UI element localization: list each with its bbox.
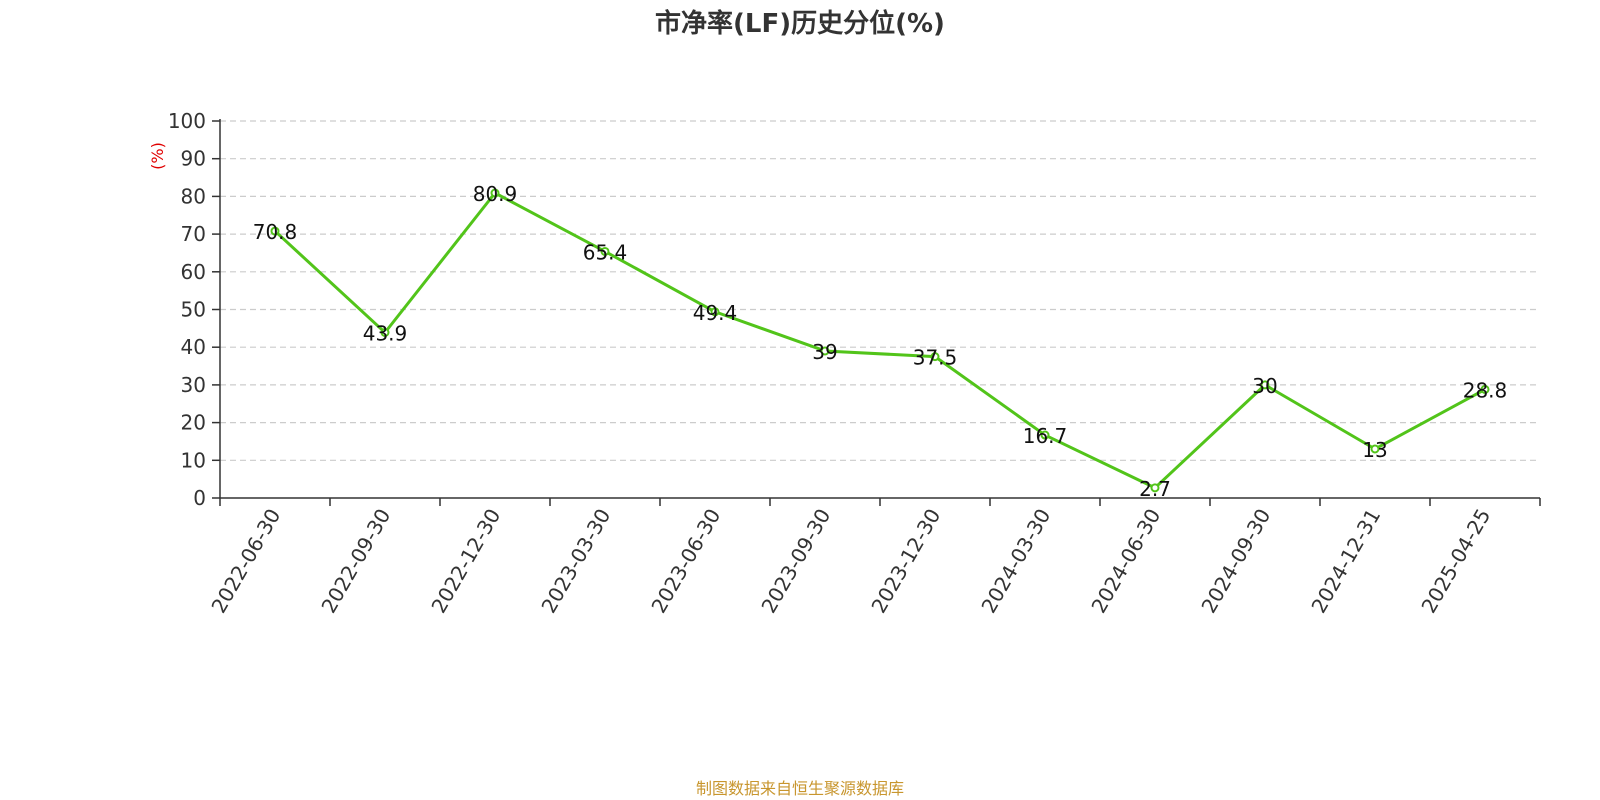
- data-label: 39: [812, 340, 837, 364]
- y-tick-label: 30: [181, 373, 206, 397]
- x-tick-labels: 2022-06-30 2022-09-30 2022-12-30 2023-03-30…: [206, 505, 1495, 618]
- data-point: [710, 307, 720, 317]
- x-tick-label: 2023-03-30: [536, 505, 615, 618]
- grid-lines: [220, 120, 1540, 461]
- y-tick-label: 80: [181, 184, 206, 208]
- chart-title: 市净率(LF)历史分位(%): [655, 8, 945, 39]
- x-tick-label: 2022-06-30: [206, 505, 285, 618]
- x-tick-label: 2023-09-30: [756, 505, 835, 618]
- data-label: 70.8: [253, 220, 298, 244]
- y-tick-label: 0: [193, 486, 206, 510]
- y-tick-label: 90: [181, 147, 206, 171]
- source-note: 制图数据来自恒生聚源数据库: [696, 779, 904, 798]
- axes: [212, 119, 1541, 506]
- y-tick-labels: 0 10 20 30 40 50 60 70 80 90 100: [168, 109, 206, 510]
- data-label: 80.9: [473, 182, 518, 206]
- x-tick-label: 2024-06-30: [1086, 505, 1165, 618]
- y-tick-label: 20: [181, 411, 206, 435]
- x-tick-label: 2022-12-30: [426, 505, 505, 618]
- data-point: [1480, 384, 1490, 394]
- x-tick-label: 2022-09-30: [316, 505, 395, 618]
- x-tick-label: 2024-03-30: [976, 505, 1055, 618]
- data-label: 2.7: [1139, 477, 1171, 501]
- data-point: [1370, 444, 1380, 454]
- x-tick-label: 2024-12-31: [1306, 505, 1385, 618]
- x-tick-label: 2024-09-30: [1196, 505, 1275, 618]
- series-line: [273, 191, 1486, 490]
- y-tick-label: 60: [181, 260, 206, 284]
- data-point: [820, 346, 830, 356]
- data-label: 43.9: [363, 321, 408, 345]
- data-point: [270, 226, 280, 236]
- x-tick-label: 2025-04-25: [1416, 505, 1495, 618]
- data-point: [1040, 430, 1050, 440]
- y-tick-label: 40: [181, 335, 206, 359]
- x-tick-label: 2023-12-30: [866, 505, 945, 618]
- data-label: 30: [1252, 374, 1277, 398]
- data-label: 37.5: [913, 346, 958, 370]
- x-tick-label: 2023-06-30: [646, 505, 725, 618]
- data-point: [930, 352, 940, 362]
- data-point: [600, 246, 610, 256]
- y-tick-label: 10: [181, 448, 206, 472]
- data-label: 28.8: [1463, 378, 1508, 402]
- data-point: [1260, 380, 1270, 390]
- data-point: [380, 327, 390, 337]
- data-label: 13: [1362, 438, 1387, 462]
- data-point: [490, 188, 500, 198]
- data-label: 49.4: [693, 301, 738, 325]
- y-tick-label: 50: [181, 298, 206, 322]
- y-tick-label: 70: [181, 222, 206, 246]
- data-labels: 70.8 43.9 80.9 65.4 49.4 39 37.5 16.7 2.7 30 13 28.…: [253, 182, 1508, 501]
- data-point: [1150, 483, 1160, 493]
- y-axis-label: (%): [148, 142, 167, 170]
- y-tick-label: 100: [168, 109, 206, 133]
- series: [270, 188, 1490, 493]
- data-label: 16.7: [1023, 424, 1068, 448]
- data-label: 65.4: [583, 240, 628, 264]
